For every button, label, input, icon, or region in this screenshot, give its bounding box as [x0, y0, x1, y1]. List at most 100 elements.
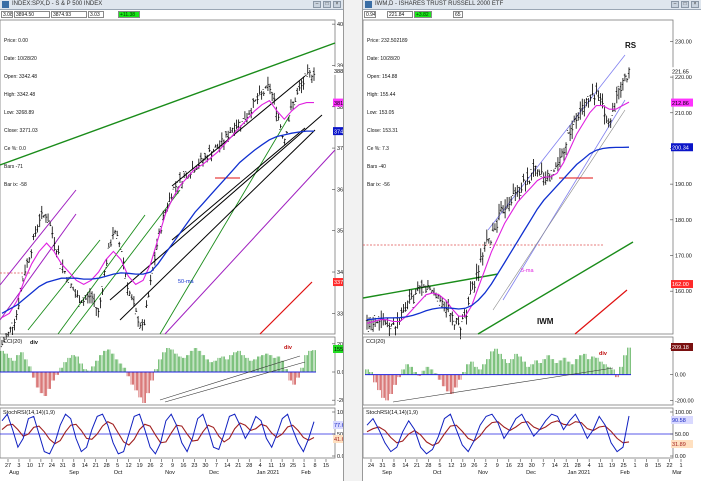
x-tick-label: 21 [563, 463, 569, 469]
spx-red-line-tag-bg [333, 278, 343, 287]
iwm-stoch-blue-tag-bg [671, 416, 693, 424]
iwm-toolbar: 0.94 221.84 +3.82 65 [363, 10, 701, 19]
spx-field-1[interactable]: 3.08 [1, 11, 13, 18]
iwm-window-title: IWM,D - ISHARES TRUST RUSSELL 2000 ETF [375, 1, 504, 7]
iwm-green-line-2 [477, 241, 634, 335]
x-tick-label: 26 [471, 463, 477, 469]
x-month-label: Dec [209, 470, 219, 476]
x-tick-label: 14 [82, 463, 88, 469]
x-tick-label: 1 [634, 463, 637, 469]
iwm-price-axis-label: 210.00 [675, 111, 692, 117]
info-close: Close: 3271.03 [4, 128, 38, 134]
purple-trendline-lower [164, 149, 336, 335]
info-open: Open: 3342.48 [4, 74, 38, 80]
x-tick-label: 9 [496, 463, 499, 469]
cci-div-line [159, 355, 301, 401]
x-tick-label: 8 [645, 463, 648, 469]
x-tick-label: 19 [609, 463, 615, 469]
spx-ohlc-info: Price: 0.00 Date: 10/28/20 Open: 3342.48… [4, 26, 38, 200]
iwm-field-2[interactable]: 221.84 [387, 11, 413, 18]
ma-label: 5-ma [521, 268, 534, 274]
iwm-ma-magenta-tag: 212.86 [672, 101, 689, 107]
x-tick-label: 11 [598, 463, 604, 469]
iwm-channel-upper [487, 54, 626, 231]
x-month-label: Oct [114, 470, 123, 476]
x-tick-label: 16 [180, 463, 186, 469]
minimize-icon[interactable]: – [313, 1, 321, 8]
green-fan-line-3 [69, 189, 181, 335]
spx-stoch-red-tag-bg [333, 435, 343, 443]
info-open: Open: 154.88 [367, 74, 398, 80]
channel-lower-line [109, 114, 323, 301]
red-trend-line [259, 281, 313, 335]
iwm-stoch-panel [363, 407, 674, 459]
iwm-title-bar[interactable]: IWM,D - ISHARES TRUST RUSSELL 2000 ETF –… [363, 0, 701, 10]
iwm-cci-title: CCI(20) [366, 339, 385, 345]
x-tick-label: 8 [314, 463, 317, 469]
x-tick-label: 23 [517, 463, 523, 469]
x-tick-label: 3 [17, 463, 20, 469]
x-tick-label: 7 [542, 463, 545, 469]
info-price: Price: 0.00 [4, 38, 28, 44]
maximize-icon[interactable]: □ [323, 1, 331, 8]
info-close: Close: 153.31 [367, 128, 398, 134]
x-tick-label: 25 [290, 463, 296, 469]
spx-field-4[interactable]: 3.03 [88, 11, 104, 18]
x-month-label: Dec [526, 470, 536, 476]
iwm-price-axis-label: 180.00 [675, 218, 692, 224]
x-tick-label: 4 [588, 463, 591, 469]
x-tick-label: 25 [621, 463, 627, 469]
green-fan-line-4 [159, 114, 291, 335]
x-tick-label: 5 [438, 463, 441, 469]
minimize-icon[interactable]: – [671, 1, 679, 8]
spx-cci-tag: 155.13 [334, 347, 343, 353]
iwm-field-4[interactable]: 65 [453, 11, 463, 18]
ma-label: 50-ma [178, 279, 195, 285]
x-tick-label: 31 [379, 463, 385, 469]
iwm-stoch-title: StochRSI(14,14)(1,9) [366, 410, 418, 416]
x-month-label: Jan 2021 [568, 470, 591, 476]
spx-window-title: INDEX:SPX,D - S & P 500 INDEX [12, 1, 103, 7]
x-tick-label: 31 [60, 463, 66, 469]
ma-magenta-line [1, 99, 314, 318]
x-tick-label: 23 [191, 463, 197, 469]
x-month-label: Sep [382, 470, 392, 476]
iwm-stoch-blue-tag: 90.58 [672, 418, 686, 424]
x-tick-label: 14 [224, 463, 230, 469]
x-month-label: Feb [301, 470, 310, 476]
x-month-label: Oct [433, 470, 442, 476]
maximize-icon[interactable]: □ [681, 1, 689, 8]
iwm-label: IWM [537, 317, 554, 326]
iwm-price-panel [363, 19, 674, 335]
iwm-field-1[interactable]: 0.94 [364, 11, 376, 18]
info-date: Date: 10/28/20 [4, 56, 37, 62]
x-tick-label: 30 [529, 463, 535, 469]
spx-title-bar[interactable]: INDEX:SPX,D - S & P 500 INDEX – □ × [0, 0, 343, 10]
close-icon[interactable]: × [333, 1, 341, 8]
spx-change-field[interactable]: +11.38 [118, 11, 140, 18]
cci-div-line-2 [164, 361, 306, 403]
x-tick-label: 24 [368, 463, 374, 469]
iwm-cci-panel [363, 336, 674, 406]
x-tick-label: 15 [655, 463, 661, 469]
iwm-stoch-signal-line [366, 420, 630, 447]
spx-field-2[interactable]: 3894.50 [14, 11, 50, 18]
x-month-label: Jan 2021 [257, 470, 280, 476]
iwm-change-field[interactable]: +3.82 [414, 11, 432, 18]
x-tick-label: 9 [171, 463, 174, 469]
iwm-red-line-tag-bg [671, 280, 693, 289]
iwm-cci-axis-label: 200.00 [675, 347, 692, 353]
iwm-price-axis-label: 160.00 [675, 289, 692, 295]
x-month-label: Nov [478, 470, 488, 476]
x-tick-label: 28 [246, 463, 252, 469]
x-tick-label: 12 [126, 463, 132, 469]
iwm-gray-line [492, 109, 626, 311]
channel-mid-line [171, 127, 306, 241]
close-icon[interactable]: × [691, 1, 699, 8]
x-tick-label: 21 [414, 463, 420, 469]
iwm-cci-tag-bg [671, 343, 693, 351]
info-change: Ce %: 7.3 [367, 146, 389, 152]
iwm-ohlc-info: Price: 232.502189 Date: 10/28/20 Open: 1… [367, 26, 408, 200]
spx-field-3[interactable]: 3874.93 [51, 11, 87, 18]
x-month-label: Mar [672, 470, 682, 476]
